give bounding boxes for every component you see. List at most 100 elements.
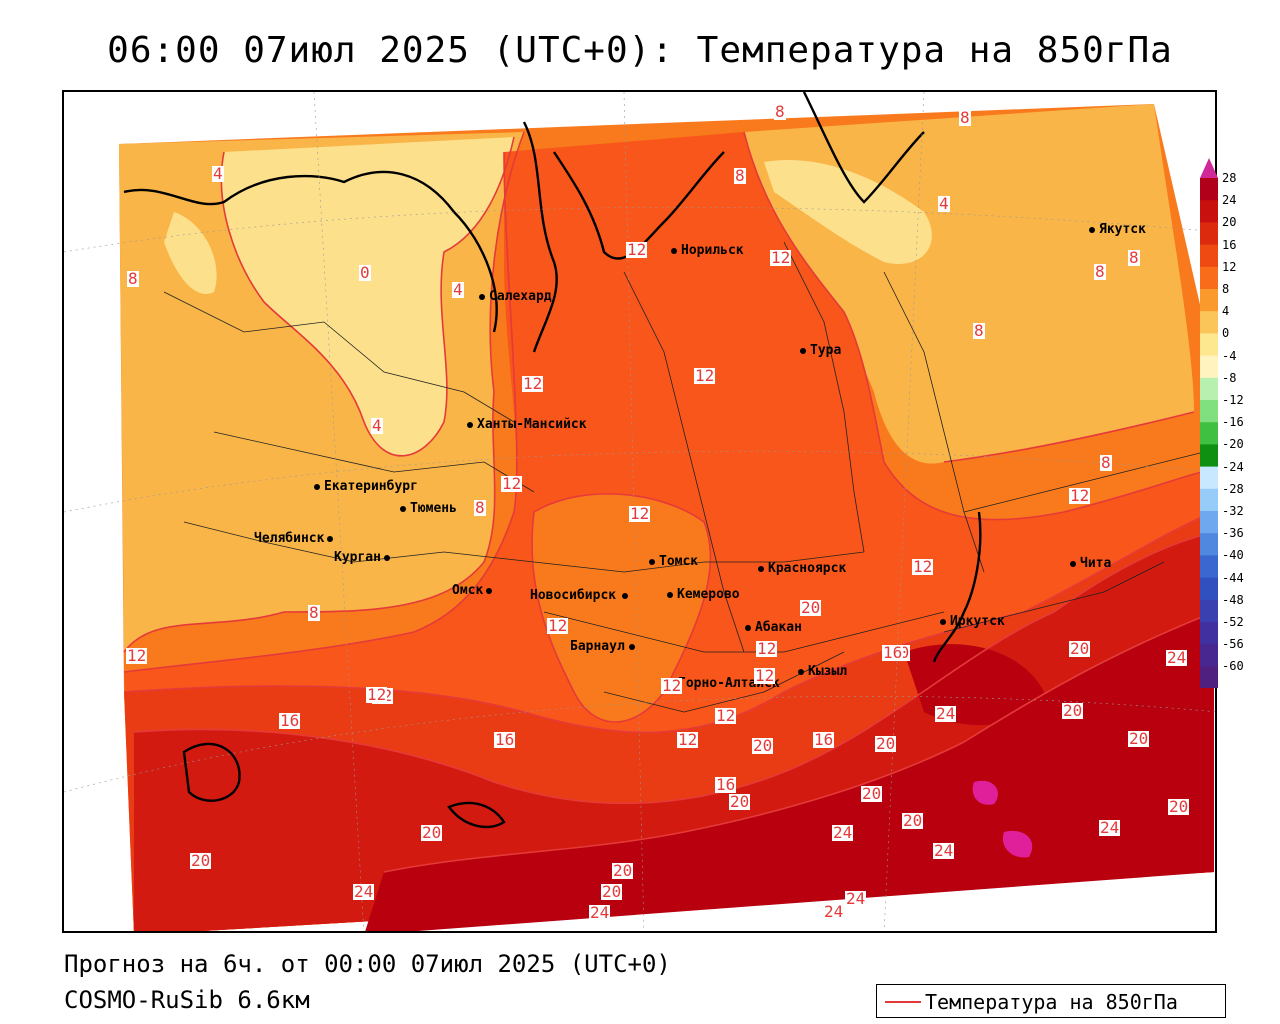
- colorbar-tick-label: 28: [1222, 171, 1237, 185]
- map-area: Норильск Якутск Салехард Тура Ханты-Манс…: [62, 90, 1217, 933]
- contour-label: 12: [547, 616, 569, 635]
- contour-label: 4: [371, 416, 383, 435]
- contour-label: 8: [127, 269, 139, 288]
- colorbar-tick-label: -12: [1222, 393, 1244, 407]
- city-chita: Чита: [1070, 557, 1111, 571]
- colorbar-segment: [1200, 622, 1218, 645]
- contour-label: 12: [770, 248, 792, 267]
- contour-label: 24: [845, 889, 867, 908]
- city-marker: [622, 592, 629, 599]
- city-label: Новосибирск: [530, 588, 617, 603]
- temperature-field: [64, 92, 1215, 931]
- contour-label: 12: [126, 646, 148, 665]
- colorbar-tick-label: 12: [1222, 259, 1237, 274]
- city-marker: [745, 624, 751, 631]
- contour-label: 12: [1069, 486, 1091, 505]
- city-label: Красноярск: [768, 561, 847, 576]
- city-label: Якутск: [1099, 222, 1146, 237]
- city-chelyabinsk: Челябинск: [254, 532, 337, 546]
- city-yekaterinburg: Екатеринбург: [314, 480, 418, 494]
- temperature-colorbar: [1200, 158, 1218, 688]
- city-marker: [486, 587, 493, 594]
- city-label: Салехард: [489, 289, 552, 304]
- city-label: Кызыл: [808, 664, 848, 679]
- colorbar-top-arrow: [1200, 158, 1218, 178]
- contour-label: 8: [1128, 248, 1140, 267]
- contour-label: 16: [279, 711, 301, 730]
- city-salekhard: Салехард: [479, 290, 552, 304]
- contour-label: 12: [715, 706, 737, 725]
- city-marker: [383, 554, 390, 561]
- city-marker: [479, 293, 485, 300]
- colorbar-segment: [1200, 488, 1218, 512]
- colorbar-tick-label: -40: [1222, 548, 1244, 563]
- colorbar-segment: [1200, 666, 1218, 688]
- contour-label: 24: [823, 902, 845, 921]
- legend-line-swatch: [885, 1001, 921, 1003]
- city-abakan: Абакан: [745, 621, 802, 635]
- colorbar-segment: [1200, 400, 1218, 423]
- contour-label: 24: [589, 903, 611, 922]
- contour-label: 4: [938, 194, 950, 213]
- colorbar-tick-label: -56: [1222, 637, 1244, 652]
- legend: Температура на 850гПа: [876, 984, 1226, 1018]
- city-krasnoyarsk: Красноярск: [758, 562, 846, 576]
- contour-label: 16: [813, 730, 835, 749]
- colorbar-segment: [1200, 311, 1218, 334]
- colorbar-tick-label: -4: [1222, 348, 1237, 363]
- contour-label: 16: [882, 643, 904, 662]
- city-label: Тура: [810, 343, 842, 358]
- legend-label: Температура на 850гПа: [925, 990, 1178, 1014]
- colorbar-segment: [1200, 333, 1218, 357]
- colorbar-tick-label: -16: [1222, 415, 1244, 430]
- contour-label: 24: [933, 841, 955, 860]
- city-kyzyl: Кызыл: [798, 665, 847, 679]
- colorbar-tick-label: -20: [1222, 437, 1244, 452]
- colorbar-tick-label: -60: [1222, 659, 1244, 674]
- city-marker: [940, 618, 946, 625]
- contour-label: 8: [308, 603, 320, 622]
- city-barnaul: Барнаул: [570, 640, 639, 654]
- city-label: Абакан: [755, 620, 802, 635]
- map-title: 06:00 07июл 2025 (UTC+0): Температура на…: [107, 30, 1173, 71]
- contour-label: 8: [774, 102, 786, 121]
- city-label: Барнаул: [570, 639, 625, 654]
- contour-label: 8: [959, 108, 971, 127]
- city-tomsk: Томск: [649, 555, 698, 569]
- contour-label: 20: [752, 736, 774, 755]
- city-label: Челябинск: [254, 531, 325, 546]
- forecast-caption: Прогноз на 6ч. от 00:00 07июл 2025 (UTC+…: [64, 950, 671, 978]
- city-label: Омск: [452, 583, 484, 598]
- city-marker: [798, 668, 804, 675]
- colorbar-tick-label: -52: [1222, 615, 1244, 629]
- contour-label: 12: [912, 557, 934, 576]
- contour-label: 24: [832, 823, 854, 842]
- contour-label: 8: [474, 498, 486, 517]
- colorbar-tick-label: -28: [1222, 481, 1244, 496]
- colorbar-tick-label: 20: [1222, 215, 1237, 230]
- contour-label: 12: [754, 666, 776, 685]
- city-marker: [667, 591, 673, 598]
- contour-label: 16: [494, 730, 516, 749]
- city-label: Кемерово: [677, 587, 740, 602]
- city-marker: [467, 421, 473, 428]
- contour-label: 4: [212, 164, 224, 183]
- contour-label: 24: [935, 704, 957, 723]
- contour-label: 0: [359, 263, 371, 282]
- colorbar-tick-label: 24: [1222, 193, 1237, 208]
- city-marker: [400, 505, 406, 512]
- city-label: Екатеринбург: [324, 479, 418, 494]
- colorbar-tick-label: -24: [1222, 459, 1244, 474]
- contour-label: 12: [756, 639, 778, 658]
- contour-label: 12: [694, 366, 716, 385]
- contour-label: 24: [1099, 818, 1121, 837]
- city-yakutsk: Якутск: [1089, 223, 1146, 237]
- contour-label: 8: [1094, 262, 1106, 281]
- model-caption: COSMO-RuSib 6.6км: [64, 986, 310, 1014]
- colorbar-tick-label: -32: [1222, 504, 1244, 518]
- colorbar-tick-label: 4: [1222, 304, 1230, 319]
- contour-label: 20: [729, 792, 751, 811]
- colorbar-tick-label: 0: [1222, 326, 1230, 341]
- colorbar-segment: [1200, 577, 1218, 601]
- colorbar-segment: [1200, 533, 1218, 556]
